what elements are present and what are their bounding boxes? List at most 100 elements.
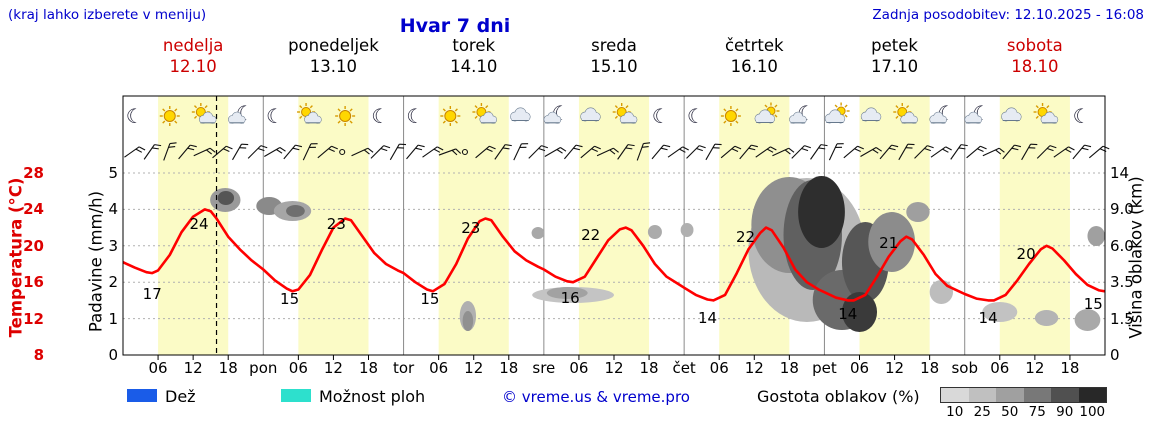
density-tick: 50 xyxy=(1001,404,1019,420)
barb-shaft xyxy=(212,145,227,159)
wind-barb xyxy=(544,147,567,157)
cloud-blob xyxy=(462,311,474,331)
wind-barb xyxy=(1072,144,1092,160)
cloud-blob xyxy=(982,302,1018,322)
cloud-base xyxy=(582,116,600,121)
wind-barb xyxy=(651,144,671,160)
temp-value-label: 15 xyxy=(1084,295,1103,313)
wind-barb xyxy=(879,144,899,160)
day-date: 15.10 xyxy=(590,57,638,76)
day-date: 16.10 xyxy=(730,57,778,76)
wind-barb xyxy=(1088,145,1110,159)
precip-tick: 0 xyxy=(108,346,118,364)
barb-feather xyxy=(331,145,338,150)
cloud-base xyxy=(756,118,774,123)
barb-feather xyxy=(836,143,844,145)
sun-ray xyxy=(764,104,768,108)
day-name-nedelja: nedelja xyxy=(162,36,224,55)
showers-legend-label: Možnost ploh xyxy=(319,387,426,406)
wind-barb xyxy=(828,143,844,161)
wind-barb xyxy=(370,145,391,159)
barb-feather xyxy=(1068,146,1075,151)
moon-icon: ☾ xyxy=(126,104,144,128)
moon-glyph: ☾ xyxy=(1073,104,1091,128)
cloud-moon-icon: ☾ xyxy=(789,101,815,125)
barb-feather xyxy=(138,146,146,151)
barb-feather xyxy=(995,149,1002,155)
barb-feather xyxy=(609,149,616,155)
barb-shaft xyxy=(406,144,419,160)
cloud-blob xyxy=(1087,226,1105,246)
cloud-sun-icon xyxy=(824,102,850,124)
barb-shaft xyxy=(247,145,262,159)
barb-shaft xyxy=(1021,143,1032,161)
cloud-blob xyxy=(929,280,954,304)
sun-ray xyxy=(454,108,458,112)
sun-ray xyxy=(774,114,778,118)
barb-feather xyxy=(835,146,843,149)
x-hour-label: 18 xyxy=(1060,359,1080,377)
day-name-torek: torek xyxy=(452,36,496,55)
wind-barb xyxy=(178,144,197,160)
barb-feather xyxy=(712,147,720,149)
x-day-abbr: čet xyxy=(672,359,696,377)
sun-ray xyxy=(193,115,198,119)
barb-shaft xyxy=(636,143,644,161)
barb-shaft xyxy=(494,144,506,160)
temp-value-label: 22 xyxy=(581,226,600,244)
copyright-link[interactable]: © vreme.us & vreme.pro xyxy=(502,388,690,406)
wind-barb xyxy=(193,147,216,157)
wind-barb xyxy=(422,146,444,158)
moon-glyph: ☾ xyxy=(126,104,144,128)
day-band xyxy=(298,96,369,355)
barb-feather xyxy=(538,147,546,152)
temperature-curve xyxy=(123,208,1105,302)
x-hour-label: 12 xyxy=(464,359,484,377)
sun-ray xyxy=(309,105,313,109)
cloud-base xyxy=(1002,116,1020,121)
weather-icons-group: ☾ ☾ ☾ ☾ ☾ ☾ ☾ ☾ ☾ ☾ ☾ ☾ xyxy=(126,101,1091,128)
sun-ray xyxy=(474,105,478,109)
cloud-blob xyxy=(906,202,930,222)
x-hour-label: 06 xyxy=(849,359,870,377)
cloud-base xyxy=(1042,119,1057,123)
temp-tick: 20 xyxy=(23,236,44,255)
cloud-blob xyxy=(868,212,916,272)
cloud-blob xyxy=(1034,310,1059,326)
barb-feather xyxy=(1030,143,1038,146)
cloud-blob xyxy=(286,205,305,217)
barb-feather xyxy=(699,145,706,149)
wind-barb xyxy=(351,147,374,157)
barb-shaft xyxy=(914,145,928,159)
barb-shaft xyxy=(351,147,369,157)
x-hour-label: 18 xyxy=(218,359,238,377)
temp-tick: 16 xyxy=(23,273,44,292)
barb-feather xyxy=(613,147,619,153)
day-name-sobota: sobota xyxy=(1006,36,1063,55)
wind-barb xyxy=(513,143,529,161)
sun-disc xyxy=(724,110,737,122)
menu-hint: (kraj lahko izberete v meniju) xyxy=(8,7,207,23)
barb-feather xyxy=(857,145,864,150)
sun-disc xyxy=(163,110,176,122)
sun-ray xyxy=(337,120,341,124)
sun-cloud-icon xyxy=(612,103,638,124)
wind-barb xyxy=(705,143,722,161)
barb-shaft xyxy=(617,144,629,160)
rain-legend-label: Dež xyxy=(165,387,196,406)
sun-ray xyxy=(735,120,739,124)
barb-feather xyxy=(905,147,913,149)
barb-shaft xyxy=(791,145,805,159)
barb-feather xyxy=(804,145,812,149)
temp-value-label: 23 xyxy=(461,219,480,237)
wind-barb xyxy=(772,147,795,157)
sun-ray xyxy=(337,108,341,112)
barb-feather xyxy=(154,144,162,147)
barb-shaft xyxy=(580,145,595,159)
sun-cloud-icon xyxy=(191,103,217,124)
sun-cloud-icon xyxy=(893,103,918,124)
wind-barb xyxy=(563,144,583,160)
x-hour-label: 06 xyxy=(429,359,449,377)
barb-feather xyxy=(187,147,195,151)
